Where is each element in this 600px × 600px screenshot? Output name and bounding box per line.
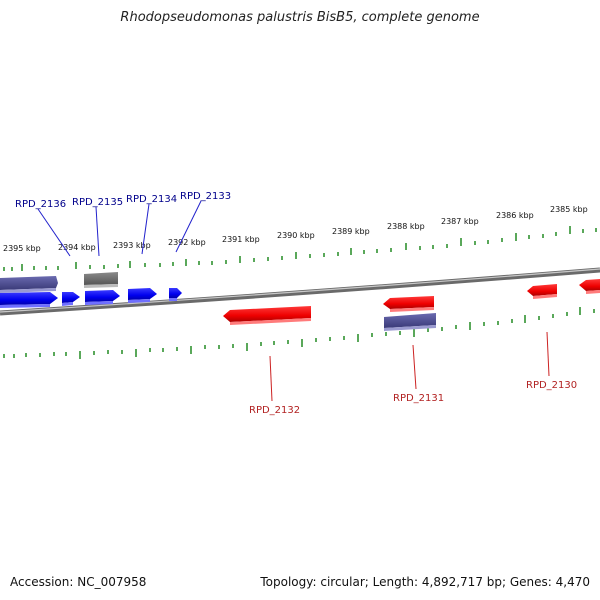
gene-arrow-forward[interactable] [85, 290, 120, 305]
upper-tick-ruler [3, 226, 597, 271]
genome-backbone [0, 267, 600, 316]
lower-tick-ruler [3, 307, 595, 359]
label-leader-line [95, 206, 100, 257]
gene-arrow-reverse[interactable] [527, 284, 557, 299]
kbp-tick-label: 2393 kbp [113, 241, 151, 250]
cds-feature-purple-right[interactable] [384, 313, 436, 331]
kbp-tick-label: 2395 kbp [3, 244, 41, 253]
kbp-tick-label: 2386 kbp [496, 211, 534, 220]
gene-arrow-forward[interactable] [0, 292, 58, 308]
label-leader-line [269, 355, 273, 402]
gene-label-bottom[interactable]: RPD_2130 [526, 380, 577, 391]
label-leader-line [175, 200, 202, 253]
gene-arrow-reverse[interactable] [579, 279, 600, 294]
kbp-tick-label: 2387 kbp [441, 217, 479, 226]
genome-info-footer: Topology: circular; Length: 4,892,717 bp… [260, 575, 590, 589]
cds-feature-gray[interactable] [84, 272, 118, 288]
kbp-tick-label: 2391 kbp [222, 235, 260, 244]
gene-arrow-reverse[interactable] [383, 296, 434, 312]
gene-arrow-forward[interactable] [128, 288, 157, 303]
gene-label-top[interactable]: RPD_2136 [15, 199, 66, 210]
accession-footer: Accession: NC_007958 [10, 575, 147, 589]
gene-label-bottom[interactable]: RPD_2131 [393, 393, 444, 404]
gene-arrow-reverse[interactable] [223, 306, 311, 325]
gene-arrow-forward[interactable] [62, 292, 80, 306]
page-title: Rhodopseudomonas palustris BisB5, comple… [120, 10, 480, 25]
label-leader-line [141, 203, 150, 255]
label-leader-line [412, 344, 417, 390]
gene-label-bottom[interactable]: RPD_2132 [249, 405, 300, 416]
label-leader-line [546, 331, 550, 377]
kbp-tick-label: 2394 kbp [58, 243, 96, 252]
cds-feature-purple-left[interactable] [0, 276, 58, 293]
kbp-tick-label: 2389 kbp [332, 227, 370, 236]
gene-arrow-forward[interactable] [169, 288, 182, 301]
gene-label-top[interactable]: RPD_2134 [126, 194, 177, 205]
label-leader-line [37, 208, 71, 257]
kbp-tick-label: 2388 kbp [387, 222, 425, 231]
gene-label-top[interactable]: RPD_2133 [180, 191, 231, 202]
kbp-tick-label: 2392 kbp [168, 238, 206, 247]
kbp-tick-label: 2390 kbp [277, 231, 315, 240]
gene-label-top[interactable]: RPD_2135 [72, 197, 123, 208]
kbp-tick-label: 2385 kbp [550, 205, 588, 214]
genome-backbone-highlight [0, 268, 600, 313]
